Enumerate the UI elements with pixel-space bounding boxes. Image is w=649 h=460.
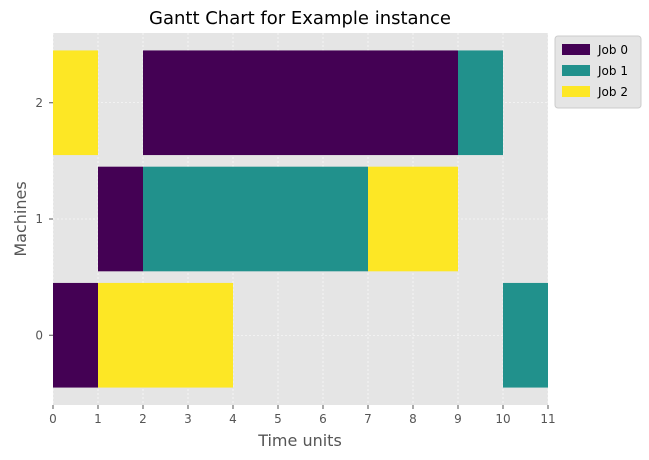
x-tick-label: 10 bbox=[495, 412, 510, 426]
task-bar-job-2 bbox=[368, 166, 458, 272]
x-tick-label: 7 bbox=[364, 412, 372, 426]
legend-swatch bbox=[562, 65, 590, 76]
y-axis-ticks: 0 1 2 bbox=[35, 96, 53, 342]
x-tick-label: 2 bbox=[139, 412, 147, 426]
chart-title: Gantt Chart for Example instance bbox=[149, 8, 451, 29]
task-bar-job-0 bbox=[53, 282, 98, 388]
y-tick-label: 2 bbox=[35, 96, 43, 110]
x-axis-label: Time units bbox=[257, 431, 342, 450]
legend-swatch bbox=[562, 44, 590, 55]
x-tick-label: 6 bbox=[319, 412, 327, 426]
y-tick-label: 0 bbox=[35, 328, 43, 342]
x-tick-label: 1 bbox=[94, 412, 102, 426]
legend-label: Job 1 bbox=[597, 64, 628, 78]
y-axis-label: Machines bbox=[11, 181, 30, 256]
x-tick-label: 0 bbox=[49, 412, 57, 426]
y-tick-label: 1 bbox=[35, 212, 43, 226]
x-tick-label: 11 bbox=[540, 412, 555, 426]
task-bar-job-0 bbox=[143, 50, 458, 156]
x-tick-label: 9 bbox=[454, 412, 462, 426]
task-bar-job-0 bbox=[98, 166, 143, 272]
task-bar-job-2 bbox=[53, 50, 98, 156]
legend: Job 0 Job 1 Job 2 bbox=[554, 35, 642, 109]
x-axis-ticks: 0 1 2 3 4 5 6 7 8 9 10 11 bbox=[49, 405, 556, 426]
legend-swatch bbox=[562, 86, 590, 97]
legend-label: Job 0 bbox=[597, 43, 628, 57]
task-bar-job-2 bbox=[98, 282, 233, 388]
x-tick-label: 4 bbox=[229, 412, 237, 426]
task-bar-job-1 bbox=[503, 282, 548, 388]
task-bars bbox=[53, 50, 548, 388]
task-bar-job-1 bbox=[458, 50, 503, 156]
x-tick-label: 5 bbox=[274, 412, 282, 426]
x-tick-label: 8 bbox=[409, 412, 417, 426]
x-tick-label: 3 bbox=[184, 412, 192, 426]
task-bar-job-1 bbox=[143, 166, 368, 272]
legend-label: Job 2 bbox=[597, 85, 628, 99]
